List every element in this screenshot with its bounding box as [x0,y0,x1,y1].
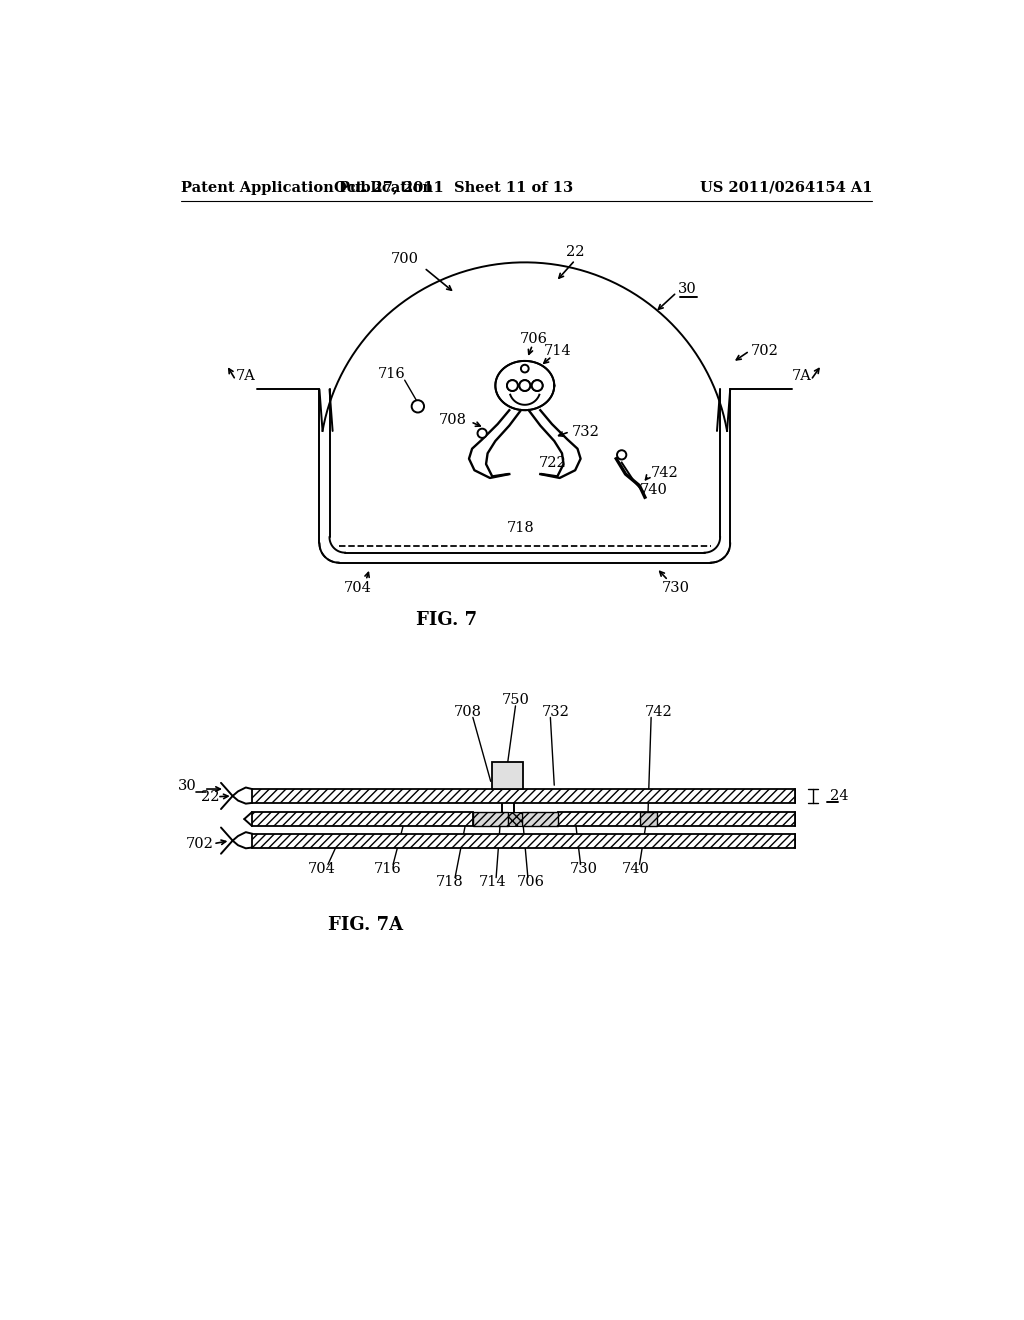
Polygon shape [496,360,554,411]
Text: 730: 730 [569,862,598,876]
Polygon shape [496,360,554,411]
Text: 730: 730 [662,581,690,595]
Text: 742: 742 [650,466,678,479]
Text: 750: 750 [502,693,529,708]
Text: Patent Application Publication: Patent Application Publication [180,181,433,194]
Bar [252,789,795,803]
Text: FIG. 7A: FIG. 7A [328,916,403,933]
Text: 714: 714 [478,875,506,890]
Text: 706: 706 [517,875,545,890]
Circle shape [507,380,518,391]
Text: 24: 24 [830,789,849,803]
Bar [508,812,521,826]
Text: US 2011/0264154 A1: US 2011/0264154 A1 [699,181,872,194]
Text: 722: 722 [539,455,566,470]
Text: 7A: 7A [236,368,256,383]
Bar [640,812,656,826]
Bar [252,812,473,826]
Text: Oct. 27, 2011  Sheet 11 of 13: Oct. 27, 2011 Sheet 11 of 13 [334,181,573,194]
Text: 702: 702 [185,837,213,850]
Text: 702: 702 [751,345,779,358]
Text: 700: 700 [391,252,419,265]
Text: 30: 30 [678,282,697,296]
Text: 718: 718 [436,875,464,890]
Text: 740: 740 [640,483,668,496]
Circle shape [477,429,486,438]
Bar [521,812,558,826]
Text: 708: 708 [438,413,467,428]
Text: 714: 714 [544,345,571,358]
Text: 704: 704 [308,862,336,876]
Text: 732: 732 [571,425,599,438]
Text: 704: 704 [344,581,372,595]
Circle shape [521,364,528,372]
Circle shape [531,380,543,391]
Circle shape [617,450,627,459]
Circle shape [507,380,518,391]
Circle shape [412,400,424,413]
Bar [558,812,795,826]
Text: FIG. 7: FIG. 7 [417,611,477,630]
Bar [252,834,795,847]
Text: 30: 30 [177,779,197,793]
Text: 732: 732 [542,705,569,719]
Text: 718: 718 [507,521,535,535]
Text: 708: 708 [454,705,481,719]
Circle shape [531,380,543,391]
Text: 7A: 7A [792,368,811,383]
Text: 716: 716 [374,862,401,876]
Text: 706: 706 [520,333,548,346]
Circle shape [519,380,530,391]
Text: 742: 742 [645,705,673,719]
Circle shape [519,380,530,391]
Bar [473,812,508,826]
Text: 22: 22 [566,246,585,259]
Bar [493,762,523,789]
Text: 22: 22 [201,789,219,804]
Text: 716: 716 [378,367,406,381]
Text: 740: 740 [622,862,649,876]
